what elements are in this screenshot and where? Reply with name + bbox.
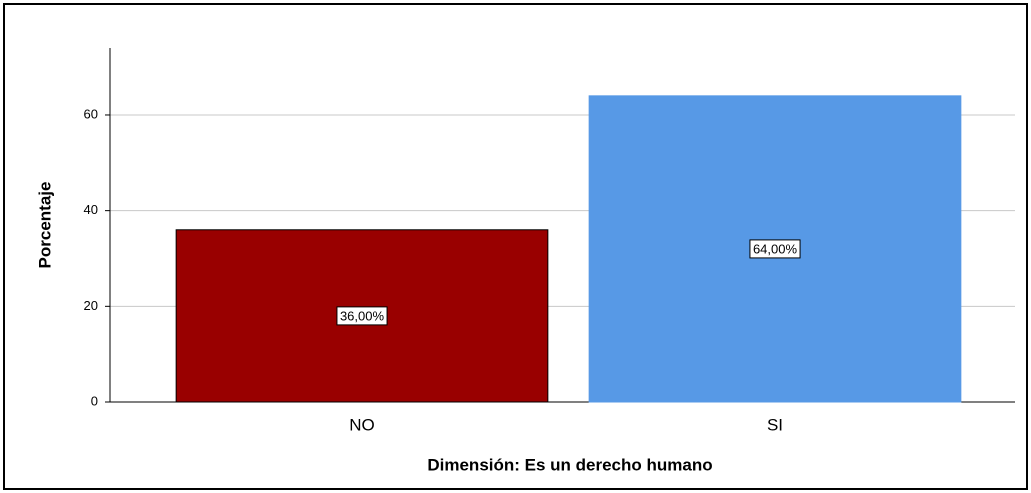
x-tick-label: NO — [349, 415, 375, 434]
frame — [3, 3, 1028, 490]
value-label: 36,00% — [340, 308, 385, 323]
y-tick-label: 20 — [84, 298, 98, 313]
x-axis-title: Dimensión: Es un derecho humano — [427, 455, 712, 474]
y-tick-label: 0 — [91, 393, 98, 408]
y-tick-label: 60 — [84, 106, 98, 121]
value-label: 64,00% — [753, 241, 798, 256]
x-tick-label: SI — [767, 415, 783, 434]
value-label-box — [336, 306, 388, 326]
y-axis-title: Porcentaje — [35, 182, 54, 269]
y-tick-label: 40 — [84, 202, 98, 217]
value-label-box — [749, 239, 801, 259]
